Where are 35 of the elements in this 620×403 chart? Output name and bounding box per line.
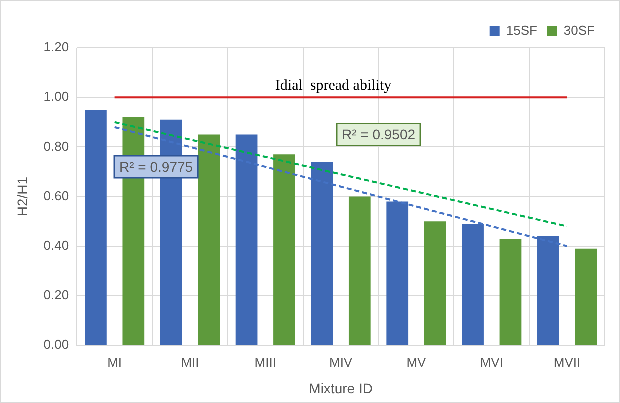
- line-series: [114, 121, 568, 228]
- x-tick-label: MII: [181, 354, 200, 370]
- bar: [198, 134, 220, 346]
- y-tick-label: 1.20: [44, 40, 70, 55]
- x-tick-label: MIV: [329, 354, 353, 370]
- y-tick-label: 0.40: [44, 238, 70, 253]
- x-tick-label: MV: [406, 354, 427, 370]
- bar: [348, 196, 371, 346]
- bar: [311, 162, 334, 346]
- x-tick-label: MVII: [554, 354, 581, 370]
- annotation: R² = 0.9502: [342, 126, 416, 143]
- x-tick-label: MI: [108, 354, 122, 370]
- x-tick-label: MIII: [254, 354, 276, 370]
- bar: [575, 248, 598, 346]
- y-tick-label: 0.00: [44, 337, 70, 352]
- annotation: R² = 0.9775: [120, 158, 194, 175]
- y-axis-title: H2/H1: [14, 176, 30, 217]
- line-series: [114, 126, 568, 248]
- bar: [386, 202, 409, 346]
- y-tick-label: 0.20: [44, 288, 70, 303]
- bar: [500, 238, 522, 346]
- y-tick-label: 1.00: [44, 89, 70, 104]
- bar: [424, 222, 446, 346]
- legend-label: 15SF: [506, 23, 538, 38]
- y-tick-label: 0.60: [44, 188, 70, 204]
- x-axis-title: Mixture ID: [309, 380, 373, 396]
- bar: [538, 236, 560, 346]
- ref-line-label: Idial spread ability: [275, 78, 392, 94]
- y-tick-label: 0.80: [44, 138, 70, 154]
- x-tick-label: MVI: [480, 354, 504, 370]
- bar: [462, 224, 484, 346]
- bar: [236, 134, 258, 346]
- bar: [85, 110, 107, 346]
- legend-label: 30SF: [564, 23, 596, 38]
- bar: [274, 154, 296, 346]
